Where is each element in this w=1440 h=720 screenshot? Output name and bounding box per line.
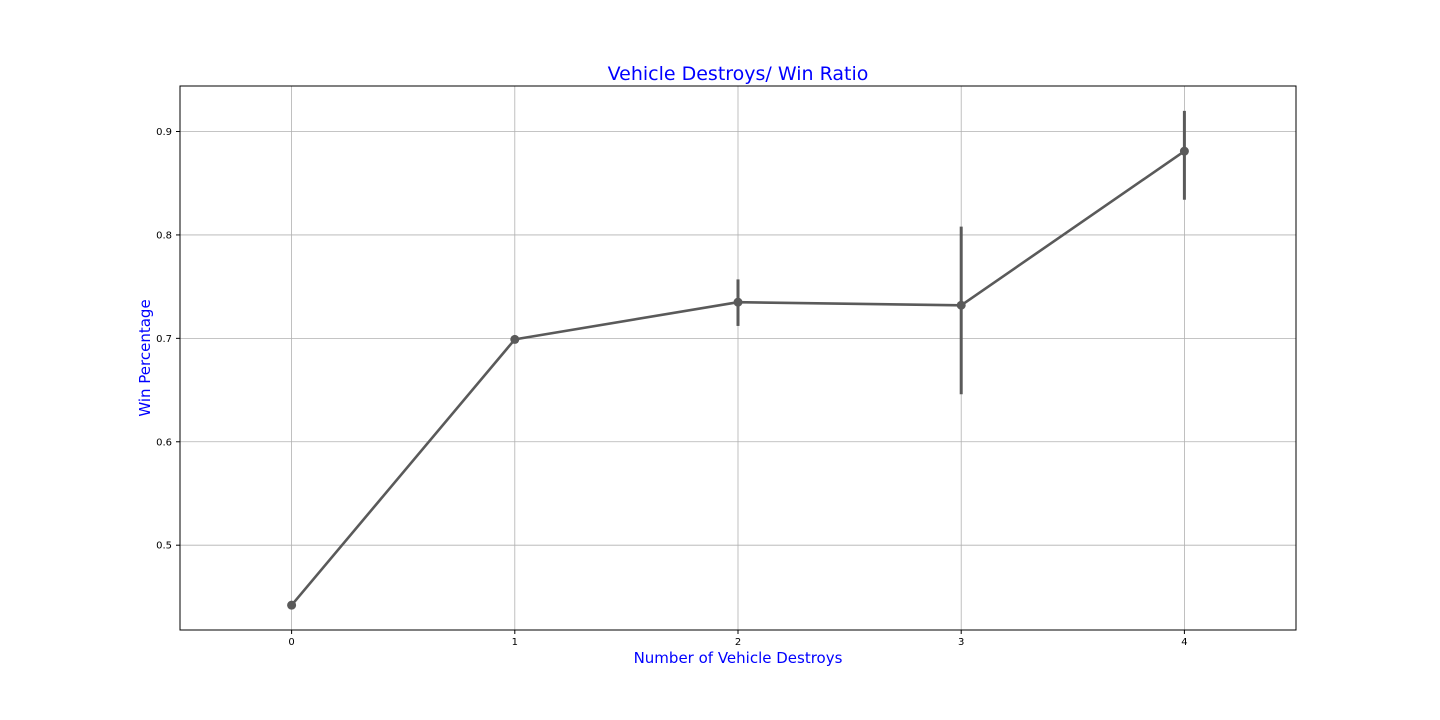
y-tick-label: 0.9 xyxy=(156,127,172,138)
data-point xyxy=(510,334,520,344)
x-axis-ticks: 0 1 2 3 4 xyxy=(288,630,1188,648)
y-tick-label: 0.5 xyxy=(156,541,172,552)
data-point xyxy=(733,297,743,307)
chart-title: Vehicle Destroys/ Win Ratio xyxy=(608,63,869,85)
x-tick-label: 2 xyxy=(735,637,741,648)
y-tick-label: 0.7 xyxy=(156,334,172,345)
data-point xyxy=(956,300,966,310)
x-tick-label: 3 xyxy=(958,637,964,648)
data-point xyxy=(1179,146,1189,156)
y-axis-label: Win Percentage xyxy=(136,299,154,416)
y-tick-label: 0.8 xyxy=(156,230,172,241)
y-axis-ticks: 0.5 0.6 0.7 0.8 0.9 xyxy=(156,127,180,552)
x-tick-label: 4 xyxy=(1181,637,1187,648)
x-tick-label: 1 xyxy=(512,637,518,648)
grid-lines xyxy=(180,86,1296,630)
data-point xyxy=(287,600,297,610)
y-tick-label: 0.6 xyxy=(156,437,172,448)
data-points xyxy=(287,146,1189,610)
x-tick-label: 0 xyxy=(288,637,294,648)
x-axis-label: Number of Vehicle Destroys xyxy=(634,649,843,667)
